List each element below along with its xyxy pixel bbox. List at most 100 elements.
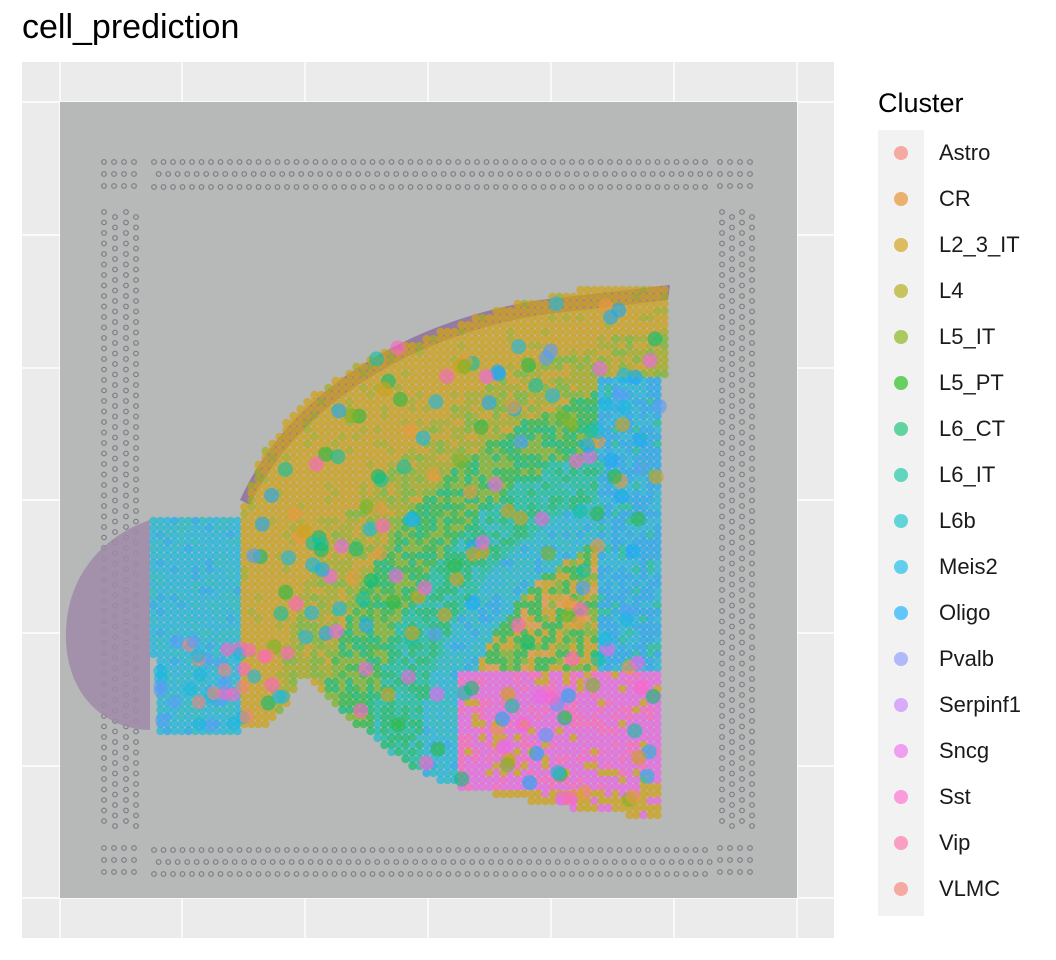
data-point bbox=[345, 390, 354, 400]
fiducial-spot bbox=[719, 776, 725, 782]
data-point bbox=[401, 383, 410, 393]
data-point bbox=[569, 348, 578, 358]
data-point bbox=[541, 299, 550, 309]
fiducial-spot bbox=[123, 230, 129, 236]
fiducial-spot bbox=[729, 277, 735, 283]
fiducial-spot bbox=[719, 650, 725, 656]
data-point bbox=[345, 439, 354, 449]
fiducial-spot bbox=[170, 847, 176, 853]
data-point bbox=[576, 285, 585, 295]
data-point bbox=[338, 390, 347, 400]
data-point bbox=[632, 313, 641, 323]
fiducial-spot bbox=[719, 387, 725, 394]
data-point bbox=[653, 376, 662, 386]
fiducial-spot bbox=[729, 676, 735, 682]
data-point bbox=[338, 432, 347, 442]
fiducial-spot bbox=[160, 847, 167, 853]
data-point bbox=[429, 432, 438, 442]
data-point bbox=[569, 397, 578, 407]
fiducial-spot bbox=[101, 408, 107, 415]
data-point bbox=[324, 411, 333, 421]
fiducial-spot bbox=[101, 471, 107, 478]
fiducial-spot bbox=[111, 171, 117, 177]
data-point bbox=[618, 432, 627, 442]
data-point bbox=[499, 383, 508, 393]
fiducial-spot bbox=[112, 497, 118, 504]
data-point bbox=[289, 411, 298, 421]
fiducial-spot bbox=[729, 319, 735, 325]
fiducial-spot bbox=[101, 429, 107, 436]
fiducial-spot bbox=[749, 560, 755, 567]
data-point bbox=[506, 355, 515, 365]
fiducial-spot bbox=[664, 159, 670, 165]
fiducial-spot bbox=[545, 171, 552, 177]
fiducial-spot bbox=[664, 871, 670, 877]
fiducial-spot bbox=[436, 159, 442, 165]
data-point bbox=[471, 334, 480, 344]
data-point bbox=[520, 418, 529, 428]
data-point bbox=[485, 313, 494, 323]
fiducial-spot bbox=[578, 184, 585, 190]
fiducial-spot bbox=[174, 859, 181, 865]
fiducial-spot bbox=[729, 382, 735, 388]
fiducial-spot bbox=[649, 859, 656, 865]
data-point bbox=[415, 355, 424, 365]
data-point bbox=[653, 320, 662, 330]
data-point bbox=[415, 411, 424, 421]
data-point bbox=[499, 355, 508, 365]
data-point bbox=[450, 390, 459, 400]
data-point bbox=[415, 348, 424, 358]
data-point bbox=[625, 285, 634, 295]
fiducial-spot bbox=[112, 739, 118, 745]
data-point bbox=[338, 439, 347, 449]
data-point bbox=[576, 334, 585, 344]
data-point bbox=[604, 327, 613, 337]
fiducial-spot bbox=[697, 171, 704, 177]
data-point bbox=[310, 432, 319, 442]
data-point bbox=[408, 376, 417, 386]
data-point bbox=[464, 418, 473, 428]
fiducial-spot bbox=[739, 734, 745, 740]
data-point bbox=[569, 341, 578, 351]
data-point bbox=[604, 285, 613, 295]
fiducial-spot bbox=[697, 859, 704, 865]
data-point bbox=[415, 397, 424, 407]
data-point bbox=[499, 432, 508, 442]
data-point bbox=[485, 355, 494, 365]
fiducial-spot bbox=[322, 184, 328, 190]
fiducial-spot bbox=[550, 184, 556, 190]
fiducial-spot bbox=[719, 345, 725, 352]
fiducial-spot bbox=[112, 781, 118, 787]
fiducial-spot bbox=[133, 760, 139, 766]
fiducial-spot bbox=[673, 871, 680, 877]
data-point bbox=[499, 418, 508, 428]
data-point bbox=[568, 453, 584, 469]
fiducial-spot bbox=[101, 387, 107, 394]
fiducial-spot bbox=[729, 571, 735, 577]
fiducial-spot bbox=[621, 171, 628, 177]
data-point bbox=[632, 411, 641, 421]
fiducial-spot bbox=[729, 770, 735, 777]
fiducial-spot bbox=[112, 308, 118, 315]
data-point bbox=[527, 425, 536, 435]
fiducial-spot bbox=[749, 392, 755, 399]
fiducial-spot bbox=[729, 497, 735, 504]
fiducial-spot bbox=[645, 184, 651, 190]
fiducial-spot bbox=[284, 871, 290, 877]
data-point bbox=[408, 348, 417, 358]
data-point bbox=[520, 390, 529, 400]
data-point bbox=[590, 327, 599, 337]
fiducial-spot bbox=[540, 847, 547, 853]
fiducial-spot bbox=[269, 171, 276, 177]
data-point bbox=[492, 432, 501, 442]
data-point bbox=[436, 327, 445, 337]
data-point bbox=[485, 320, 494, 330]
data-point bbox=[590, 376, 599, 386]
fiducial-spot bbox=[683, 184, 689, 190]
fiducial-spot bbox=[133, 781, 139, 787]
data-point bbox=[555, 320, 564, 330]
fiducial-spot bbox=[307, 859, 314, 865]
fiducial-spot bbox=[719, 534, 725, 541]
data-point bbox=[289, 432, 298, 442]
fiducial-spot bbox=[151, 184, 157, 190]
